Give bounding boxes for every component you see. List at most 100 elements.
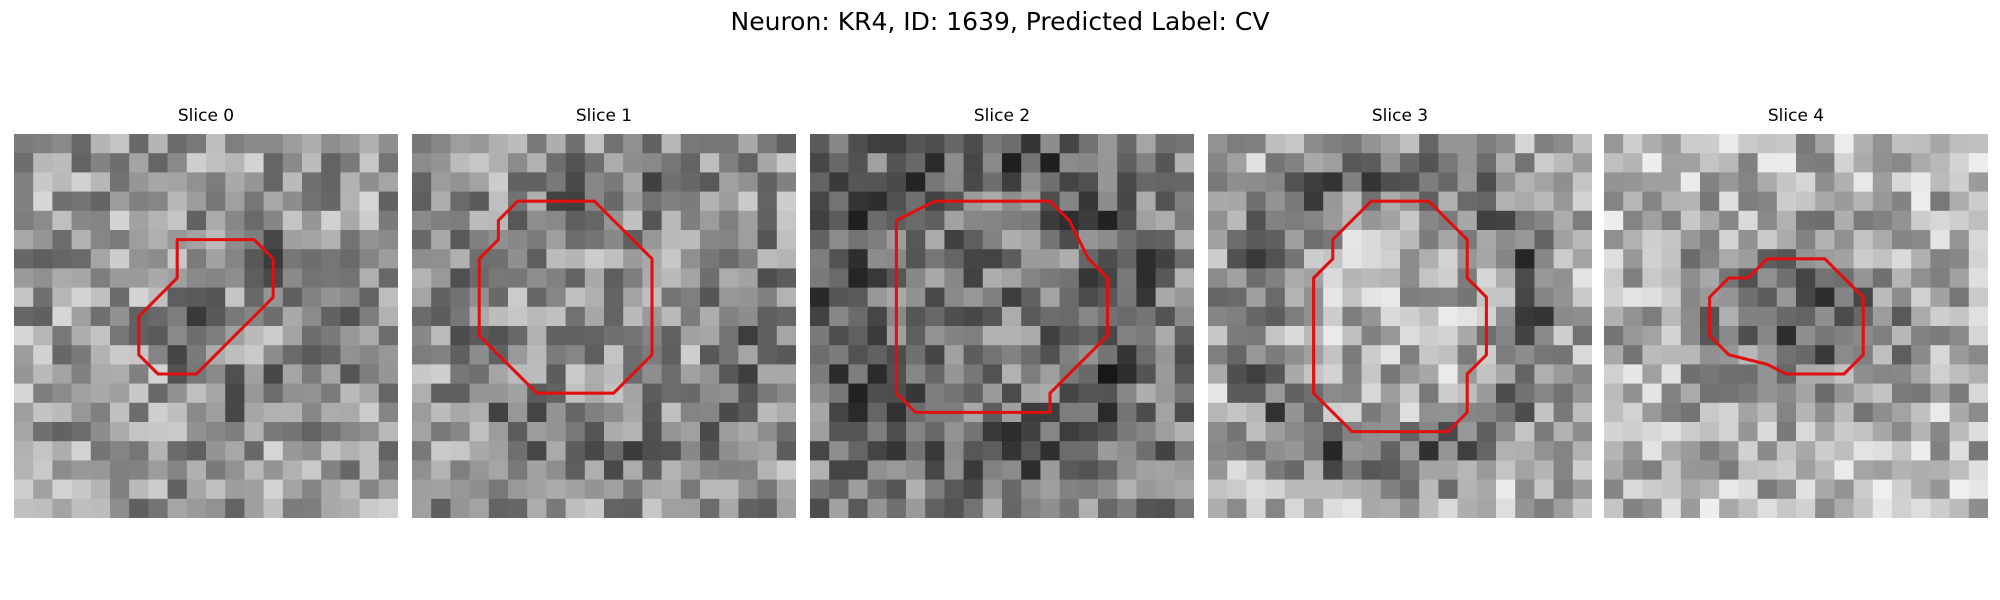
pixel: [1323, 383, 1343, 404]
pixel: [1815, 191, 1835, 212]
pixel: [1604, 153, 1624, 173]
pixel: [1930, 249, 1950, 269]
pixel: [1476, 402, 1497, 423]
pixel: [604, 287, 624, 308]
pixel: [378, 268, 398, 288]
pixel: [1680, 134, 1701, 154]
pixel: [1265, 230, 1286, 250]
pixel: [244, 402, 264, 423]
slice-panel-0: Slice 0: [14, 106, 398, 520]
pixel: [1400, 287, 1420, 308]
pixel: [757, 210, 778, 231]
pixel: [225, 345, 245, 365]
pixel: [565, 153, 586, 173]
pixel: [488, 441, 509, 461]
pixel: [1098, 460, 1118, 480]
pixel: [1380, 326, 1401, 346]
pixel: [1155, 364, 1176, 384]
pixel: [527, 268, 547, 288]
pixel: [584, 287, 605, 308]
pixel: [1872, 345, 1893, 365]
pixel: [14, 441, 34, 461]
pixel: [1098, 210, 1118, 231]
pixel: [1002, 383, 1022, 404]
pixel: [1796, 172, 1816, 192]
pixel: [167, 153, 188, 173]
pixel: [944, 479, 964, 500]
pixel: [1661, 498, 1682, 518]
pixel: [738, 460, 758, 480]
pixel: [244, 249, 264, 269]
pixel: [623, 441, 643, 461]
pixel: [1323, 364, 1343, 384]
pixel: [1380, 153, 1401, 173]
pixel: [148, 230, 168, 250]
pixel: [886, 479, 907, 500]
pixel: [469, 172, 490, 192]
pixel: [1930, 383, 1950, 404]
pixel: [244, 345, 264, 365]
pixel: [71, 287, 92, 308]
pixel: [1776, 326, 1797, 346]
pixel: [1738, 249, 1758, 269]
pixel: [1098, 498, 1118, 518]
pixel: [642, 441, 662, 461]
pixel: [1400, 498, 1420, 518]
pixel: [1604, 268, 1624, 288]
pixel: [469, 383, 490, 404]
slice-title: Slice 3: [1371, 106, 1429, 126]
pixel: [1265, 191, 1286, 212]
pixel: [584, 249, 605, 269]
pixel: [1304, 441, 1324, 461]
pixel: [1117, 249, 1137, 269]
pixel: [719, 287, 739, 308]
pixel: [321, 134, 341, 154]
pixel: [982, 498, 1003, 518]
pixel: [206, 306, 226, 327]
pixel: [584, 479, 605, 500]
pixel: [810, 498, 830, 518]
pixel: [1853, 191, 1874, 212]
pixel: [848, 249, 868, 269]
pixel: [1059, 153, 1080, 173]
pixel: [1815, 345, 1835, 365]
pixel: [719, 306, 739, 327]
pixel: [963, 306, 984, 327]
pixel: [1719, 326, 1739, 346]
pixel: [1117, 287, 1137, 308]
pixel: [944, 364, 964, 384]
pixel: [1930, 498, 1950, 518]
pixel: [167, 326, 188, 346]
pixel: [623, 153, 643, 173]
pixel: [1284, 422, 1305, 442]
pixel: [776, 134, 796, 154]
pixel: [810, 210, 830, 231]
pixel: [431, 306, 451, 327]
pixel: [604, 460, 624, 480]
pixel: [1661, 441, 1682, 461]
pixel: [1853, 402, 1874, 423]
pixel: [1680, 383, 1701, 404]
pixel: [431, 326, 451, 346]
pixel: [1098, 249, 1118, 269]
pixel: [906, 441, 926, 461]
pixel: [546, 326, 566, 346]
pixel: [340, 383, 360, 404]
pixel: [1174, 345, 1194, 365]
pixel: [206, 383, 226, 404]
pixel: [1476, 364, 1497, 384]
pixel: [90, 422, 111, 442]
pixel: [565, 326, 586, 346]
pixel: [1623, 326, 1643, 346]
pixel: [700, 422, 720, 442]
pixel: [1208, 498, 1228, 518]
pixel: [1342, 191, 1362, 212]
pixel: [129, 210, 149, 231]
pixel: [829, 326, 849, 346]
pixel: [776, 172, 796, 192]
pixel: [1419, 268, 1439, 288]
pixel: [1757, 326, 1778, 346]
pixel: [1700, 153, 1720, 173]
pixel: [1776, 479, 1797, 500]
pixel: [1738, 230, 1758, 250]
